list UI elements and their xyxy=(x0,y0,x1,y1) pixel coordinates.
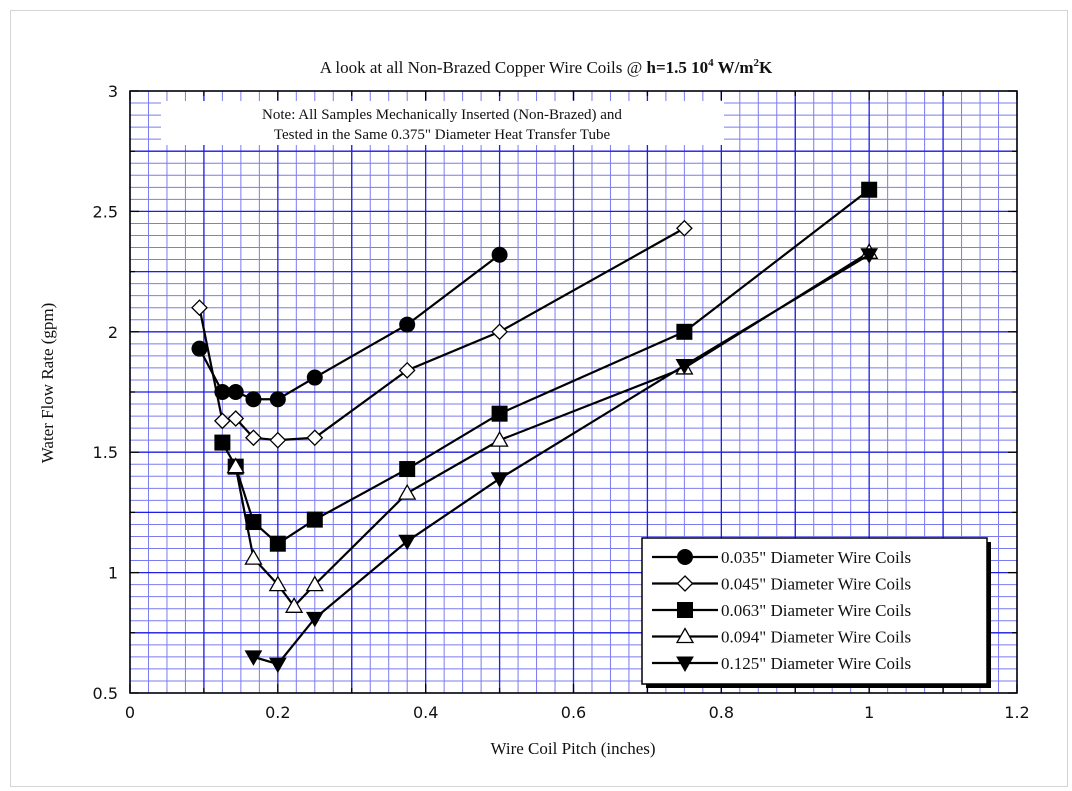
data-point xyxy=(675,359,694,375)
data-point xyxy=(226,457,245,474)
series-1 xyxy=(191,246,508,408)
data-point xyxy=(491,323,509,341)
note-line-1: Note: All Samples Mechanically Inserted … xyxy=(262,107,622,123)
data-point xyxy=(245,391,262,408)
data-point xyxy=(305,575,324,592)
y-tick-labels: 0.5 1 1.5 2 2.5 3 xyxy=(93,82,118,703)
data-point xyxy=(398,534,417,551)
data-point xyxy=(269,535,286,552)
data-point xyxy=(268,575,287,592)
y-tick-label: 3 xyxy=(108,82,118,101)
data-point xyxy=(399,316,416,333)
data-point xyxy=(490,430,509,447)
legend-items: 0.035" Diameter Wire Coils 0.045" Diamete… xyxy=(652,548,911,673)
data-point xyxy=(306,511,323,528)
series-2 xyxy=(191,219,693,449)
data-point xyxy=(306,429,324,447)
legend-marker xyxy=(676,575,694,592)
x-tick-label: 0.2 xyxy=(265,703,290,722)
data-point xyxy=(305,611,324,628)
title-bold-main: h=1.5 10 xyxy=(647,58,709,77)
legend-label: 0.125" Diameter Wire Coils xyxy=(721,654,911,673)
x-tick-label: 0.4 xyxy=(413,703,438,722)
legend: 0.035" Diameter Wire Coils 0.045" Diamete… xyxy=(641,537,991,688)
series-line xyxy=(198,253,501,401)
data-point xyxy=(284,597,304,613)
data-point xyxy=(245,429,262,447)
data-point xyxy=(491,246,508,263)
y-tick-label: 1.5 xyxy=(93,443,118,462)
data-point xyxy=(306,369,323,386)
data-point xyxy=(861,181,878,198)
legend-item: 0.063" Diameter Wire Coils xyxy=(652,601,911,620)
legend-marker xyxy=(675,627,695,644)
title-bold-unit: W/m xyxy=(714,58,754,77)
legend-item: 0.045" Diameter Wire Coils xyxy=(652,575,911,594)
title-sup-2: 2 xyxy=(754,57,760,69)
chart-frame: 0 0.2 0.4 0.6 0.8 1 1.2 0.5 1 1.5 2 2.5 3 A look at… xyxy=(10,10,1068,787)
y-tick-label: 0.5 xyxy=(93,684,118,703)
data-point xyxy=(676,323,693,340)
data-point xyxy=(398,361,416,379)
legend-label: 0.063" Diameter Wire Coils xyxy=(721,601,911,620)
data-point xyxy=(675,219,693,237)
series-5 xyxy=(244,248,879,674)
line-chart: 0 0.2 0.4 0.6 0.8 1 1.2 0.5 1 1.5 2 2.5 3 A look at… xyxy=(38,57,1030,758)
legend-marker xyxy=(677,602,693,618)
data-point xyxy=(244,548,263,565)
x-tick-label: 1 xyxy=(864,703,874,722)
data-point xyxy=(398,483,417,500)
y-tick-label: 2 xyxy=(108,323,118,342)
legend-label: 0.045" Diameter Wire Coils xyxy=(721,575,911,594)
data-point xyxy=(399,461,416,478)
legend-item: 0.125" Diameter Wire Coils xyxy=(652,654,911,673)
note-line-2: Tested in the Same 0.375" Diameter Heat … xyxy=(274,127,611,143)
title-sup-1: 4 xyxy=(708,57,714,69)
x-tick-labels: 0 0.2 0.4 0.6 0.8 1 1.2 xyxy=(125,703,1030,722)
data-point xyxy=(269,431,287,449)
legend-marker xyxy=(676,656,694,673)
data-point xyxy=(268,657,287,674)
y-axis-label: Water Flow Rate (gpm) xyxy=(38,303,57,464)
series-line xyxy=(221,188,870,546)
data-point xyxy=(227,410,245,427)
data-point xyxy=(191,340,208,357)
legend-label: 0.035" Diameter Wire Coils xyxy=(721,548,911,567)
data-point xyxy=(244,650,263,666)
series-3 xyxy=(214,181,878,552)
data-point xyxy=(491,405,508,422)
note-annotation: Note: All Samples Mechanically Inserted … xyxy=(161,101,724,145)
data-point xyxy=(860,248,879,264)
axis-ticks xyxy=(129,90,1018,694)
x-tick-label: 0.6 xyxy=(561,703,586,722)
legend-item: 0.035" Diameter Wire Coils xyxy=(652,548,911,567)
title-bold-end: K xyxy=(759,58,773,77)
x-tick-label: 1.2 xyxy=(1004,703,1029,722)
data-point xyxy=(227,384,244,400)
data-point xyxy=(269,391,286,408)
data-point xyxy=(191,299,208,317)
x-tick-label: 0 xyxy=(125,703,135,722)
chart-title: A look at all Non-Brazed Copper Wire Coi… xyxy=(320,57,773,77)
x-axis-label: Wire Coil Pitch (inches) xyxy=(490,739,655,758)
y-tick-label: 2.5 xyxy=(93,202,118,221)
data-point xyxy=(490,472,509,488)
y-tick-label: 1 xyxy=(108,564,118,583)
legend-marker xyxy=(677,549,693,565)
data-point xyxy=(214,434,231,451)
legend-item: 0.094" Diameter Wire Coils xyxy=(652,627,911,647)
x-tick-label: 0.8 xyxy=(709,703,734,722)
legend-label: 0.094" Diameter Wire Coils xyxy=(721,628,911,647)
series-layer xyxy=(191,181,879,674)
